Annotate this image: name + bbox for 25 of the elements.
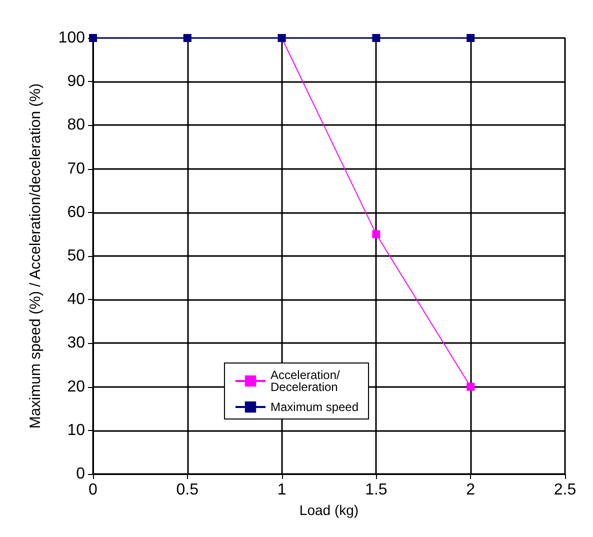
y-tick-label: 50 [67,248,86,264]
point [466,34,475,42]
y-tick-label: 30 [67,334,86,352]
y-tick-label: 90 [67,73,86,90]
x-tick-label: 2 [466,482,476,498]
x-tick-label: 0.5 [176,482,199,498]
y-tick-label: 20 [67,378,86,396]
y-tick-label: 10 [67,422,86,439]
x-tick-label: 1.5 [365,482,388,498]
x-tick-label: 1 [277,482,286,498]
point [372,230,380,238]
y-tick-label: 100 [58,30,86,46]
y-axis-title: Maximum speed (%) / Acceleration/deceleration (%) [27,83,44,429]
y-tick-label: 70 [67,160,86,178]
y-tick-label: 0 [76,466,86,482]
x-axis-title: Load (kg) [299,502,359,518]
y-tick-label: 60 [67,204,86,221]
y-tick-label: 80 [67,116,86,134]
x-tick-label: 0 [88,482,98,498]
point [466,382,475,391]
point [372,34,380,42]
x-tick-label: 2.5 [554,482,576,498]
legend-label: Acceleration/Deceleration [270,368,341,394]
y-tick-label: 40 [67,291,86,308]
legend-label: Maximum speed [270,400,359,414]
